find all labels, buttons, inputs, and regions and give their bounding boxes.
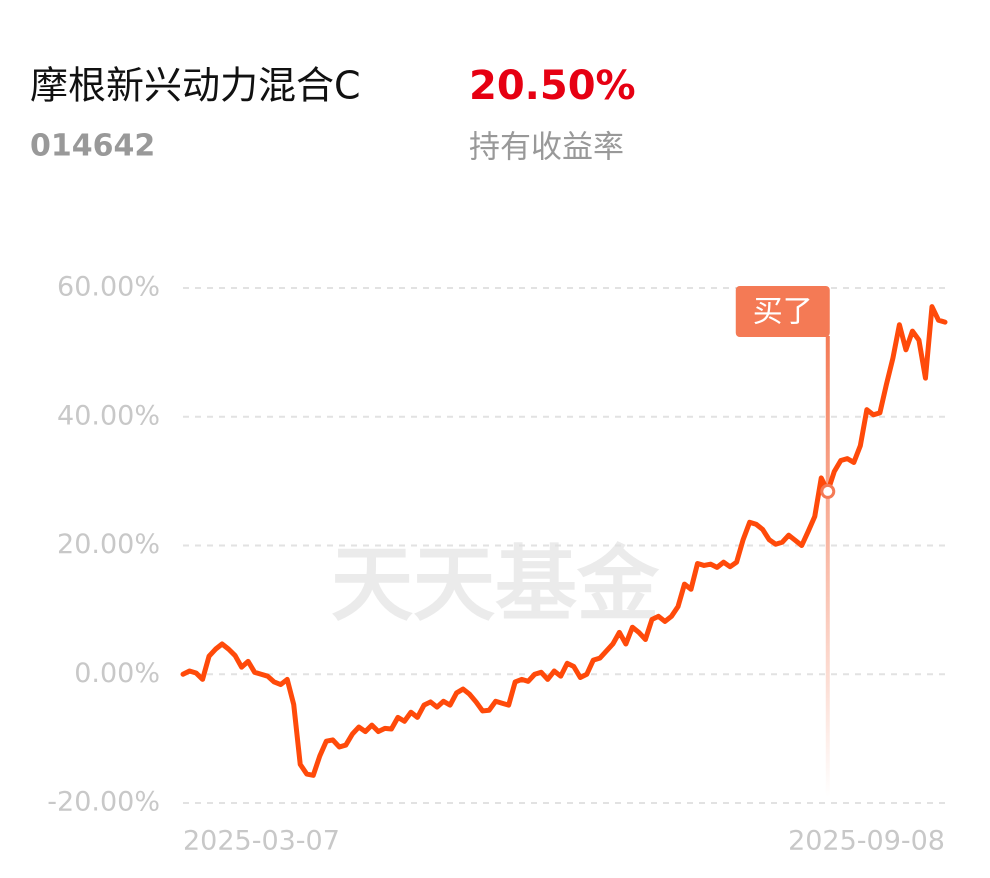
y-tick-label: 60.00%: [57, 272, 160, 303]
y-tick-label: -20.00%: [47, 787, 160, 818]
buy-tag: [735, 286, 830, 337]
x-tick-label: 2025-03-07: [183, 826, 340, 857]
y-tick-label: 0.00%: [74, 658, 160, 689]
y-tick-label: 40.00%: [57, 400, 160, 431]
fund-code: 014642: [30, 129, 155, 164]
return-value: 20.50%: [469, 63, 636, 109]
buy-line: [825, 336, 830, 797]
buy-point: [820, 483, 836, 499]
watermark: 天天基金: [331, 537, 660, 632]
fund-name: 摩根新兴动力混合C: [30, 64, 361, 108]
return-label: 持有收益率: [469, 130, 624, 166]
x-tick-label: 2025-09-08: [788, 826, 945, 857]
series-line: [180, 304, 948, 778]
buy-tag-text: 买了: [753, 295, 813, 330]
y-tick-label: 20.00%: [57, 529, 160, 560]
